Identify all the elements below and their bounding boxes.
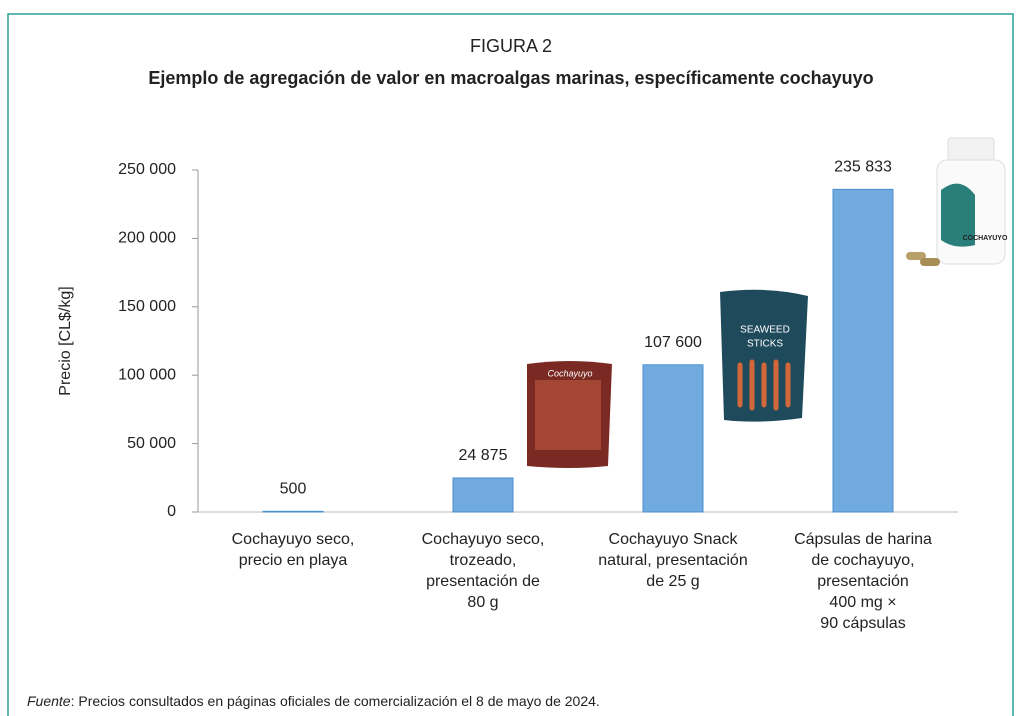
bar <box>263 511 323 512</box>
footnote: Fuente: Precios consultados en páginas o… <box>27 693 600 709</box>
y-tick-label: 100 000 <box>118 366 176 383</box>
svg-text:SEAWEED: SEAWEED <box>740 325 790 336</box>
svg-text:Cochayuyo: Cochayuyo <box>547 368 592 378</box>
product-image-snack: SEAWEED STICKS <box>720 290 808 422</box>
svg-text:STICKS: STICKS <box>747 339 783 350</box>
bar <box>643 365 703 512</box>
value-label: 235 833 <box>834 159 892 176</box>
footnote-label: Fuente <box>27 693 71 709</box>
y-tick-label: 200 000 <box>118 230 176 247</box>
x-tick-label: Cochayuyo Snack natural, presentación de… <box>583 529 763 592</box>
chart-title: FIGURA 2 <box>470 36 552 56</box>
product-image-capsules: COCHAYUYO <box>906 138 1008 266</box>
bar <box>833 189 893 512</box>
figure: FIGURA 2 Ejemplo de agregación de valor … <box>0 0 1022 716</box>
y-tick-label: 50 000 <box>127 435 176 452</box>
product-image-chopped: Cochayuyo <box>527 361 612 468</box>
y-tick-label: 250 000 <box>118 161 176 178</box>
footnote-text: : Precios consultados en páginas oficial… <box>71 693 600 709</box>
x-tick-label: Cochayuyo seco, precio en playa <box>203 529 383 571</box>
chart-subtitle: Ejemplo de agregación de valor en macroa… <box>148 68 873 88</box>
y-axis-label: Precio [CL$/kg] <box>57 286 74 395</box>
x-tick-label: Cápsulas de harina de cochayuyo, present… <box>773 529 953 634</box>
svg-text:COCHAYUYO: COCHAYUYO <box>963 235 1008 242</box>
y-tick-label: 150 000 <box>118 298 176 315</box>
y-tick-label: 0 <box>167 503 176 520</box>
x-tick-label: Cochayuyo seco, trozeado, presentación d… <box>393 529 573 613</box>
value-label: 500 <box>280 481 307 498</box>
value-label: 24 875 <box>459 447 508 464</box>
bar <box>453 478 513 512</box>
value-label: 107 600 <box>644 334 702 351</box>
